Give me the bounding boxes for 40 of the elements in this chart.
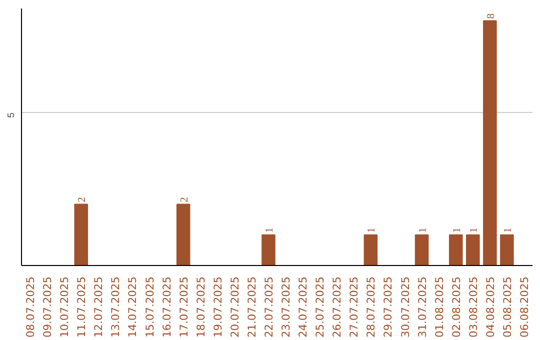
x-tick-label: 21.07.2025 <box>245 276 258 338</box>
x-tick-label: 03.08.2025 <box>466 276 480 338</box>
data-label: 8 <box>486 13 497 19</box>
data-label: 1 <box>366 228 378 233</box>
data-label: 1 <box>452 228 463 233</box>
x-tick-label: 17.07.2025 <box>177 276 190 338</box>
x-tick-label: 22.07.2025 <box>262 276 276 338</box>
x-tick-label: 23.07.2025 <box>280 276 293 338</box>
x-tick-label: 31.07.2025 <box>416 276 429 338</box>
x-tick-label: 16.07.2025 <box>160 276 174 338</box>
x-tick-label: 29.07.2025 <box>382 276 395 338</box>
x-tick-label: 18.07.2025 <box>194 276 208 338</box>
x-tick-label: 08.07.2025 <box>24 276 38 338</box>
x-tick-label: 24.07.2025 <box>296 276 310 338</box>
x-tick-label: 13.07.2025 <box>109 276 122 338</box>
x-tick-label: 28.07.2025 <box>364 276 378 338</box>
x-tick-label: 05.08.2025 <box>500 276 514 338</box>
x-tick-label: 27.07.2025 <box>348 276 361 338</box>
data-label: 1 <box>418 228 429 233</box>
data-label: 1 <box>264 228 276 233</box>
data-label: 2 <box>77 196 88 202</box>
x-tick-label: 01.08.2025 <box>432 276 446 338</box>
y-tick-label: 5 <box>6 112 16 118</box>
data-label: 1 <box>468 228 480 233</box>
x-tick-label: 14.07.2025 <box>126 276 140 338</box>
x-tick-label: 12.07.2025 <box>92 276 106 338</box>
x-tick-label: 06.08.2025 <box>518 276 531 338</box>
x-tick-label: 25.07.2025 <box>314 276 327 338</box>
x-tick-label: 09.07.2025 <box>41 276 54 338</box>
x-tick-label: 26.07.2025 <box>330 276 344 338</box>
data-label: 1 <box>502 228 514 233</box>
x-tick-label: 15.07.2025 <box>143 276 156 338</box>
x-tick-label: 10.07.2025 <box>58 276 72 338</box>
x-tick-label: 30.07.2025 <box>398 276 412 338</box>
x-tick-label: 20.07.2025 <box>228 276 242 338</box>
x-tick-label: 02.08.2025 <box>450 276 463 338</box>
x-tick-label: 19.07.2025 <box>211 276 224 338</box>
x-tick-label: 04.08.2025 <box>484 276 497 338</box>
x-tick-label: 11.07.2025 <box>75 276 88 338</box>
data-label: 2 <box>179 196 190 202</box>
